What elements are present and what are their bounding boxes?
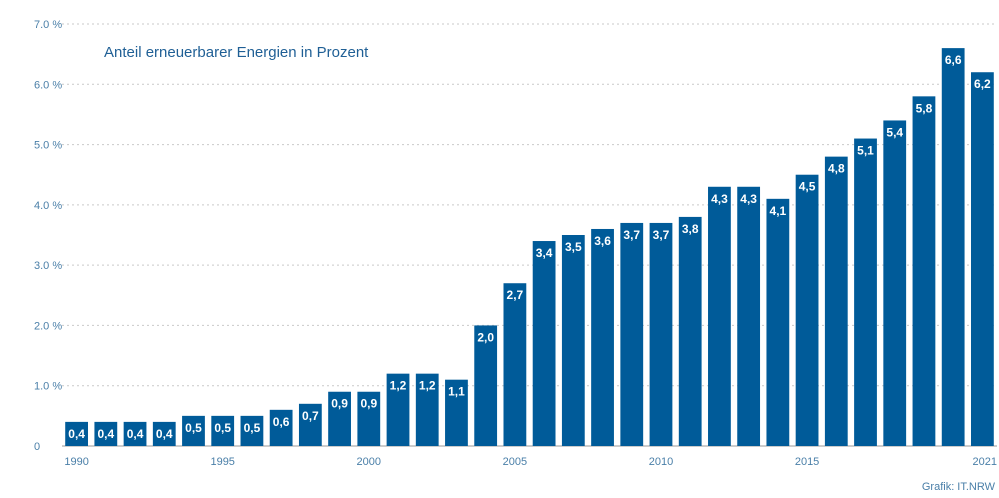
data-label: 0,7 — [302, 409, 319, 423]
data-label: 0,4 — [127, 427, 144, 441]
bar-2007 — [561, 235, 585, 446]
data-label: 0,5 — [185, 421, 202, 435]
bar-2020 — [941, 48, 965, 446]
x-tick-label: 1995 — [210, 456, 234, 468]
bar-2017 — [854, 138, 877, 447]
x-tick-label: 2015 — [795, 456, 819, 468]
data-label: 3,6 — [594, 234, 611, 248]
y-tick-label: 6.0 % — [34, 79, 62, 91]
data-label: 0,4 — [156, 427, 173, 441]
y-tick-label: 5.0 % — [34, 140, 62, 152]
data-label: 4,5 — [799, 180, 816, 194]
bar-2001 — [386, 373, 410, 446]
bar-1999 — [328, 391, 351, 446]
bar-2015 — [795, 174, 819, 446]
data-label: 3,7 — [623, 228, 640, 242]
data-label: 4,3 — [740, 192, 757, 206]
data-label: 1,1 — [448, 385, 465, 399]
data-label: 5,1 — [857, 144, 874, 158]
bar-2010 — [649, 222, 673, 446]
x-axis: 1990 1995 2000 2005 2010 2015 2021 — [64, 456, 997, 468]
x-tick-label: 2005 — [503, 456, 527, 468]
bar-1997 — [269, 409, 293, 446]
bar-1995 — [211, 415, 235, 446]
bar-layer — [65, 48, 994, 447]
data-label: 0,5 — [244, 421, 261, 435]
data-label-layer: 0,4 0,4 0,4 0,4 0,5 0,5 0,5 0,6 0,7 0,9 0,9 1,2 1,2 1… — [68, 53, 991, 441]
data-label: 6,6 — [945, 53, 962, 67]
data-label: 3,4 — [536, 246, 553, 260]
y-tick-label: 0 — [34, 441, 40, 453]
data-label: 3,7 — [653, 228, 670, 242]
data-label: 1,2 — [390, 379, 407, 393]
bar-2005 — [503, 283, 527, 446]
bar-1992 — [123, 421, 147, 446]
x-tick-label: 2000 — [357, 456, 381, 468]
data-label: 4,8 — [828, 162, 845, 176]
bar-1993 — [152, 421, 176, 446]
x-tick-label: 2010 — [649, 456, 673, 468]
data-label: 0,4 — [68, 427, 85, 441]
data-label: 0,6 — [273, 415, 290, 429]
x-tick-label: 2021 — [973, 456, 997, 468]
y-tick-label: 7.0 % — [34, 19, 62, 31]
data-label: 4,3 — [711, 192, 728, 206]
bar-2006 — [532, 241, 556, 446]
bar-2009 — [620, 222, 644, 446]
source-credit: Grafik: IT.NRW — [922, 481, 996, 493]
bar-2014 — [766, 198, 790, 446]
data-label: 0,5 — [214, 421, 231, 435]
bar-2011 — [678, 216, 702, 446]
bar-2012 — [708, 186, 731, 446]
y-tick-label: 1.0 % — [34, 381, 62, 393]
bar-2019 — [912, 96, 936, 446]
data-label: 6,2 — [974, 77, 991, 91]
data-label: 3,5 — [565, 240, 582, 254]
bar-2018 — [883, 120, 907, 446]
data-label: 1,2 — [419, 379, 436, 393]
data-label: 2,0 — [477, 330, 494, 344]
bar-1994 — [182, 415, 205, 446]
data-label: 0,9 — [360, 397, 377, 411]
x-tick-label: 1990 — [64, 456, 88, 468]
bar-2016 — [824, 156, 848, 446]
bar-2021 — [970, 72, 994, 446]
bar-2002 — [415, 373, 439, 446]
data-label: 2,7 — [507, 288, 524, 302]
chart-title: Anteil erneuerbarer Energien in Prozent — [104, 44, 369, 61]
data-label: 5,4 — [886, 125, 903, 139]
bar-1990 — [65, 421, 89, 446]
y-axis: 0 1.0 % 2.0 % 3.0 % 4.0 % 5.0 % 6.0 % 7.0 % — [34, 19, 62, 453]
bar-1991 — [94, 421, 118, 446]
bar-2008 — [591, 228, 614, 446]
bar-2003 — [445, 379, 468, 446]
bar-2004 — [474, 325, 498, 446]
bar-2013 — [737, 186, 761, 446]
y-tick-label: 4.0 % — [34, 200, 62, 212]
y-tick-label: 3.0 % — [34, 260, 62, 272]
bar-1998 — [298, 403, 322, 446]
data-label: 0,4 — [97, 427, 114, 441]
data-label: 5,8 — [916, 101, 933, 115]
data-label: 4,1 — [770, 204, 787, 218]
data-label: 0,9 — [331, 397, 348, 411]
bar-1996 — [240, 415, 264, 446]
data-label: 3,8 — [682, 222, 699, 236]
y-tick-label: 2.0 % — [34, 320, 62, 332]
bar-2000 — [357, 391, 381, 446]
